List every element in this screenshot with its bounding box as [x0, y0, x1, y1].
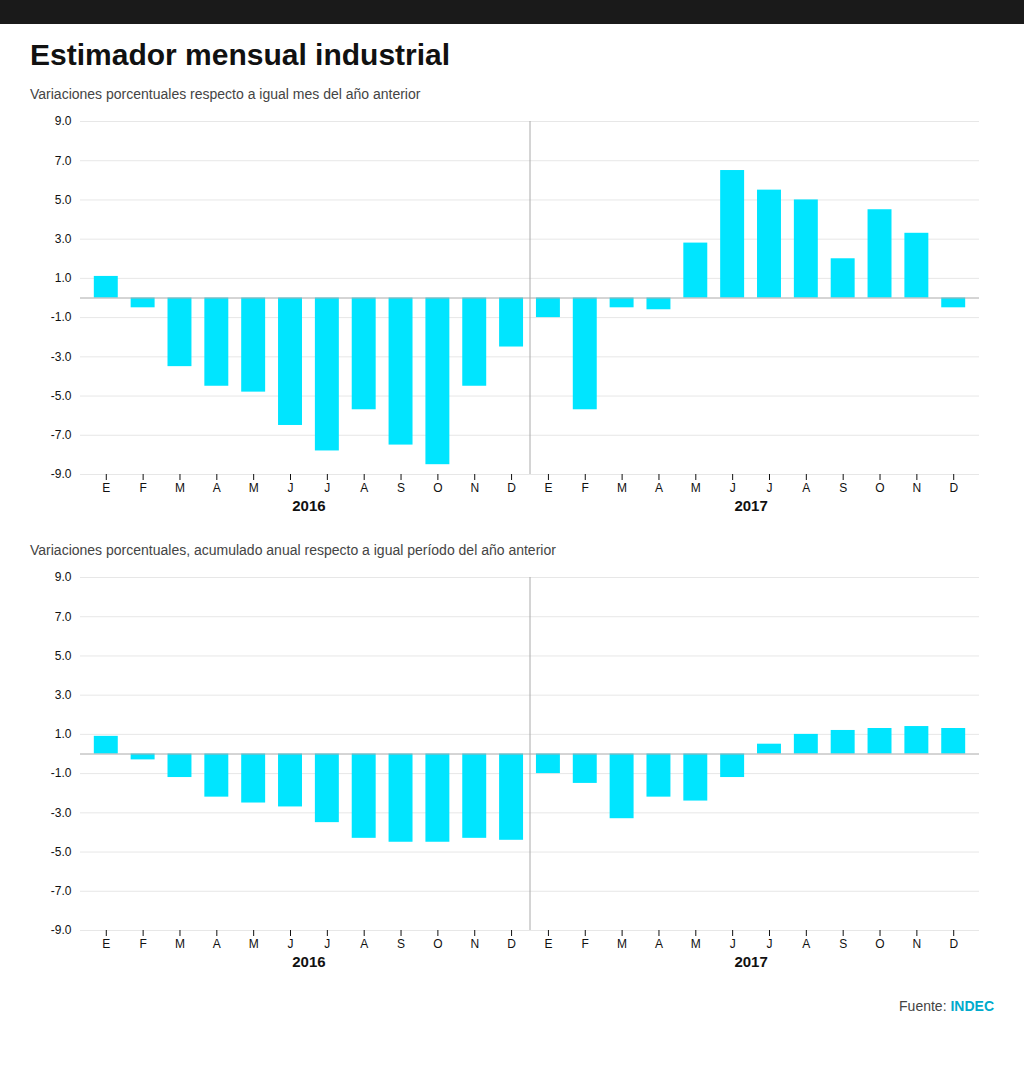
svg-text:M: M	[691, 481, 701, 495]
svg-text:N: N	[913, 937, 922, 951]
svg-text:M: M	[617, 937, 627, 951]
svg-text:E: E	[102, 937, 110, 951]
svg-text:S: S	[397, 937, 405, 951]
svg-text:O: O	[433, 481, 442, 495]
svg-text:A: A	[655, 481, 663, 495]
html-text:Estimador mensual industrial: Estimador mensual industrial	[30, 38, 451, 71]
svg-text:F: F	[139, 481, 146, 495]
svg-text:2016: 2016	[292, 497, 325, 514]
svg-text:-9.0: -9.0	[51, 467, 72, 481]
svg-text:-7.0: -7.0	[51, 428, 72, 442]
svg-text:-7.0: -7.0	[51, 884, 72, 898]
svg-text:7.0: 7.0	[55, 154, 72, 168]
svg-text:5.0: 5.0	[55, 193, 72, 207]
svg-text:J: J	[288, 937, 294, 951]
html-text:Variaciones porcentuales, acum: Variaciones porcentuales, acumulado anua…	[30, 542, 556, 558]
svg-text:9.0: 9.0	[55, 114, 72, 128]
svg-text:F: F	[582, 481, 589, 495]
svg-text:M: M	[691, 937, 701, 951]
svg-text:M: M	[249, 481, 259, 495]
svg-text:S: S	[839, 937, 847, 951]
svg-text:-3.0: -3.0	[51, 806, 72, 820]
svg-text:J: J	[288, 481, 294, 495]
svg-text:A: A	[213, 481, 221, 495]
svg-text:O: O	[875, 937, 884, 951]
svg-text:7.0: 7.0	[55, 610, 72, 624]
svg-text:A: A	[655, 937, 663, 951]
svg-text:1.0: 1.0	[55, 271, 72, 285]
svg-text:2016: 2016	[292, 953, 325, 970]
svg-text:-5.0: -5.0	[51, 845, 72, 859]
svg-text:J: J	[324, 481, 330, 495]
svg-text:-9.0: -9.0	[51, 923, 72, 937]
svg-text:S: S	[397, 481, 405, 495]
svg-text:D: D	[949, 937, 958, 951]
svg-text:A: A	[360, 937, 368, 951]
svg-text:3.0: 3.0	[55, 688, 72, 702]
html-text:Fuente: INDEC: Fuente: INDEC	[899, 998, 994, 1014]
svg-text:M: M	[249, 937, 259, 951]
svg-text:-5.0: -5.0	[51, 389, 72, 403]
svg-text:S: S	[839, 481, 847, 495]
svg-text:M: M	[617, 481, 627, 495]
svg-text:E: E	[544, 481, 552, 495]
svg-text:J: J	[730, 937, 736, 951]
svg-text:J: J	[730, 481, 736, 495]
svg-text:M: M	[175, 481, 185, 495]
svg-text:5.0: 5.0	[55, 649, 72, 663]
svg-text:E: E	[544, 937, 552, 951]
svg-text:N: N	[913, 481, 922, 495]
svg-text:3.0: 3.0	[55, 232, 72, 246]
svg-text:-1.0: -1.0	[51, 310, 72, 324]
svg-text:J: J	[324, 937, 330, 951]
svg-text:J: J	[766, 937, 772, 951]
svg-text:M: M	[175, 937, 185, 951]
svg-text:O: O	[875, 481, 884, 495]
svg-text:D: D	[507, 937, 516, 951]
svg-text:9.0: 9.0	[55, 570, 72, 584]
svg-text:-3.0: -3.0	[51, 350, 72, 364]
svg-text:F: F	[582, 937, 589, 951]
svg-text:D: D	[949, 481, 958, 495]
svg-text:D: D	[507, 481, 516, 495]
html-text:Variaciones porcentuales respe: Variaciones porcentuales respecto a igua…	[30, 86, 421, 102]
svg-text:1.0: 1.0	[55, 727, 72, 741]
svg-text:O: O	[433, 937, 442, 951]
svg-text:N: N	[470, 481, 479, 495]
svg-text:F: F	[139, 937, 146, 951]
svg-text:E: E	[102, 481, 110, 495]
svg-text:2017: 2017	[734, 953, 767, 970]
svg-text:A: A	[802, 481, 810, 495]
svg-text:J: J	[766, 481, 772, 495]
svg-text:-1.0: -1.0	[51, 766, 72, 780]
svg-text:2017: 2017	[734, 497, 767, 514]
svg-text:A: A	[213, 937, 221, 951]
svg-text:A: A	[802, 937, 810, 951]
svg-text:N: N	[470, 937, 479, 951]
svg-text:A: A	[360, 481, 368, 495]
